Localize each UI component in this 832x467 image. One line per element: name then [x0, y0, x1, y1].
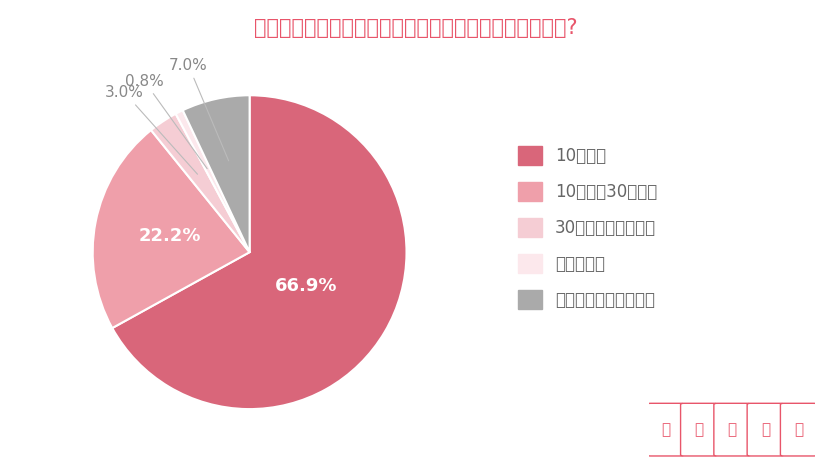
- Wedge shape: [151, 114, 250, 252]
- Wedge shape: [112, 95, 407, 409]
- FancyBboxPatch shape: [780, 403, 817, 456]
- Text: 22.2%: 22.2%: [138, 227, 201, 246]
- Text: 0.8%: 0.8%: [125, 74, 207, 169]
- Text: 所: 所: [795, 422, 803, 437]
- Text: 究: 究: [761, 422, 770, 437]
- FancyBboxPatch shape: [714, 403, 750, 456]
- Wedge shape: [176, 110, 250, 252]
- Text: 3.0%: 3.0%: [105, 85, 197, 174]
- Wedge shape: [92, 130, 250, 328]
- Text: 研: 研: [728, 422, 736, 437]
- Text: １回のスキンケアにどのくらいの時間を使っていますか?: １回のスキンケアにどのくらいの時間を使っていますか?: [255, 18, 577, 38]
- Text: 美: 美: [661, 422, 670, 437]
- FancyBboxPatch shape: [747, 403, 784, 456]
- FancyBboxPatch shape: [681, 403, 717, 456]
- Text: 7.0%: 7.0%: [169, 58, 229, 161]
- Legend: 10分未満, 10分以上30分未満, 30分以上１時間未満, １時間以上, スキンケアしていない: 10分未満, 10分以上30分未満, 30分以上１時間未満, １時間以上, スキ…: [510, 138, 666, 318]
- Wedge shape: [183, 95, 250, 252]
- Text: 顔: 顔: [695, 422, 703, 437]
- FancyBboxPatch shape: [647, 403, 684, 456]
- Text: 66.9%: 66.9%: [275, 276, 338, 295]
